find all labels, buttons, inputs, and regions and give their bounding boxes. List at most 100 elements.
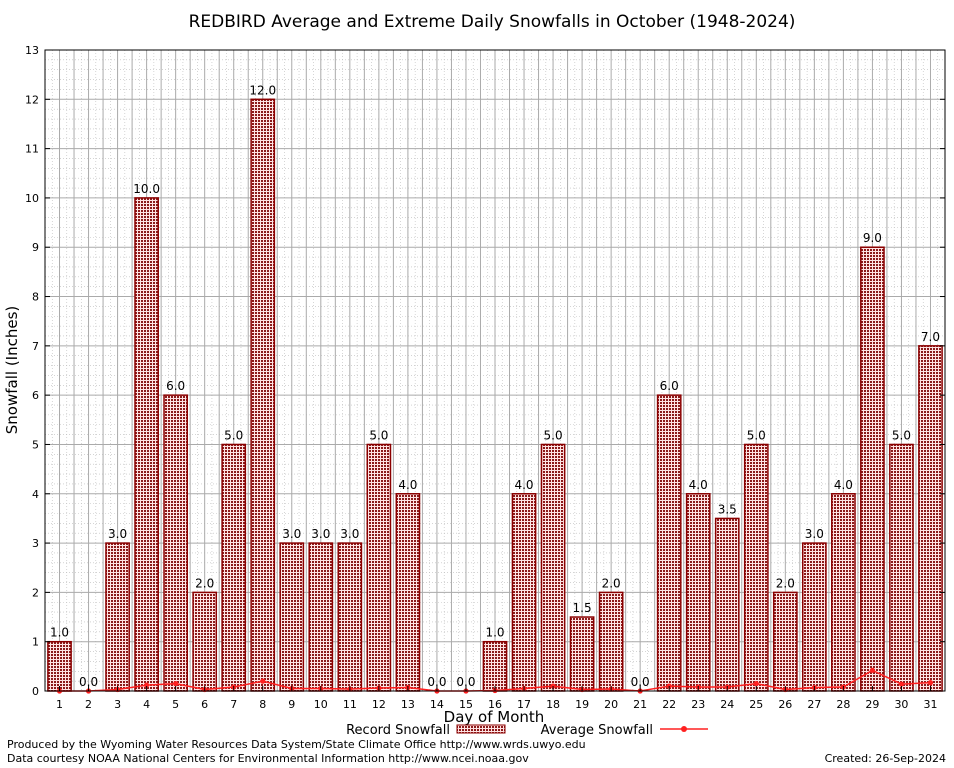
x-tick-label: 9 [288, 698, 295, 711]
bar-layer [47, 98, 943, 692]
record-snowfall-bar [656, 394, 682, 692]
legend-marker-average [681, 726, 687, 732]
x-tick-label: 2 [85, 698, 92, 711]
x-tick-label: 19 [575, 698, 589, 711]
average-snowfall-point [260, 678, 266, 684]
x-tick-label: 4 [143, 698, 150, 711]
x-tick-label: 10 [314, 698, 328, 711]
x-tick-label: 8 [259, 698, 266, 711]
bar-value-label: 6.0 [660, 379, 679, 393]
bar-value-label: 0.0 [79, 675, 98, 689]
x-tick-label: 18 [546, 698, 560, 711]
record-snowfall-bar [221, 443, 247, 692]
x-tick-label: 26 [778, 698, 792, 711]
y-tick-label: 13 [25, 44, 39, 57]
bar-value-label: 9.0 [863, 231, 882, 245]
bar-value-label: 10.0 [133, 182, 160, 196]
x-tick-label: 3 [114, 698, 121, 711]
record-snowfall-bar [714, 517, 740, 692]
x-tick-label: 11 [343, 698, 357, 711]
bar-value-label: 0.0 [456, 675, 475, 689]
bar-value-label: 3.0 [805, 527, 824, 541]
footer-data-courtesy: Data courtesy NOAA National Centers for … [7, 752, 529, 765]
x-tick-label: 13 [401, 698, 415, 711]
bar-value-label: 2.0 [195, 576, 214, 590]
record-snowfall-bar [685, 493, 711, 692]
x-tick-label: 21 [633, 698, 647, 711]
bar-value-label: 5.0 [892, 428, 911, 442]
record-snowfall-bar [569, 616, 595, 692]
x-tick-label: 15 [459, 698, 473, 711]
y-tick-label: 11 [25, 143, 39, 156]
bar-value-label: 3.0 [282, 527, 301, 541]
bar-value-label: 5.0 [747, 428, 766, 442]
bar-value-label: 4.0 [689, 478, 708, 492]
record-snowfall-bar [511, 493, 537, 692]
x-tick-label: 25 [749, 698, 763, 711]
y-tick-label: 6 [32, 389, 39, 402]
bar-value-label: 0.0 [427, 675, 446, 689]
x-tick-label: 29 [865, 698, 879, 711]
y-tick-label: 2 [32, 586, 39, 599]
record-snowfall-bar [366, 443, 392, 692]
y-axis-label: Snowfall (Inches) [3, 306, 21, 434]
y-tick-label: 0 [32, 685, 39, 698]
record-snowfall-bar [337, 542, 363, 692]
record-snowfall-bar [192, 591, 218, 692]
record-snowfall-bar [308, 542, 334, 692]
bar-value-label: 4.0 [514, 478, 533, 492]
average-snowfall-point [753, 681, 759, 687]
x-tick-label: 12 [372, 698, 386, 711]
x-tick-label: 27 [807, 698, 821, 711]
bar-value-label: 3.0 [108, 527, 127, 541]
x-tick-label: 5 [172, 698, 179, 711]
record-snowfall-bar [772, 591, 798, 692]
average-snowfall-point [898, 681, 905, 687]
record-snowfall-bar [250, 98, 276, 692]
average-snowfall-point [173, 681, 179, 687]
x-axis-label: Day of Month [444, 708, 545, 726]
average-snowfall-point [144, 682, 150, 688]
record-snowfall-bar [598, 591, 624, 692]
x-tick-label: 30 [894, 698, 908, 711]
bar-value-label: 3.5 [718, 502, 737, 516]
record-snowfall-bar [860, 246, 885, 692]
x-tick-label: 17 [517, 698, 531, 711]
record-snowfall-bar [540, 443, 566, 692]
record-snowfall-bar [918, 345, 943, 692]
bar-value-label: 3.0 [340, 527, 359, 541]
record-snowfall-bar [801, 542, 827, 692]
y-tick-label: 10 [25, 192, 39, 205]
legend-label-average: Average Snowfall [541, 723, 653, 738]
x-tick-label: 7 [230, 698, 237, 711]
bar-value-label: 1.0 [50, 626, 69, 640]
record-snowfall-bar [163, 394, 189, 692]
y-tick-label: 8 [32, 291, 39, 304]
record-snowfall-bar [279, 542, 305, 692]
x-tick-label: 22 [662, 698, 676, 711]
bar-value-label: 5.0 [544, 428, 563, 442]
bar-value-label: 1.0 [485, 626, 504, 640]
x-tick-label: 20 [604, 698, 618, 711]
record-snowfall-bar [482, 640, 508, 692]
bar-value-label: 4.0 [398, 478, 417, 492]
bar-value-label: 0.0 [631, 675, 650, 689]
x-tick-label: 28 [836, 698, 850, 711]
chart-title: REDBIRD Average and Extreme Daily Snowfa… [189, 12, 796, 32]
legend-label-record: Record Snowfall [346, 723, 450, 738]
bar-label-layer: 1.0 0.0 3.0 10.0 6.0 2.0 5.0 12.0 3.0 3.0 3.0 5.0 4.… [50, 83, 940, 689]
bar-value-label: 2.0 [602, 576, 621, 590]
record-snowfall-bar [743, 443, 769, 692]
x-tick-label: 31 [923, 698, 937, 711]
average-snowfall-point [927, 680, 934, 686]
legend-swatch-record [456, 724, 506, 734]
bar-value-label: 4.0 [834, 478, 853, 492]
x-tick-label: 6 [201, 698, 208, 711]
bar-value-label: 7.0 [921, 330, 940, 344]
x-tick-label: 14 [430, 698, 444, 711]
footer-created-date: Created: 26-Sep-2024 [824, 752, 946, 765]
record-snowfall-bar [47, 640, 72, 692]
x-tick-label: 24 [720, 698, 734, 711]
